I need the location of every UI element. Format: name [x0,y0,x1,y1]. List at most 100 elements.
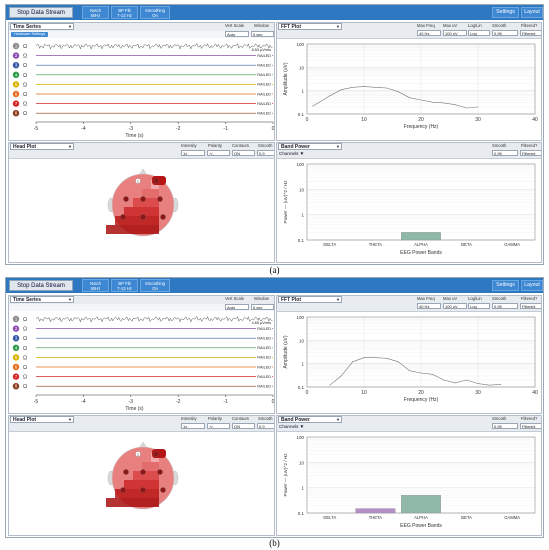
channel-badge-5 [12,354,20,361]
electrode-6 [120,487,126,493]
log-lin-select[interactable]: Log [468,30,490,36]
polarity-label: Polarity [208,143,222,148]
fft-point [386,357,388,359]
polarity-select[interactable]: +/- [207,150,230,156]
widget-header: FFT Plot ▼ Max Freq Max uV Log/Lin Smooth… [277,23,541,39]
hardware-settings-button[interactable]: Hardware Settings [11,32,49,37]
contour-step [115,489,159,498]
electrode-2 [153,178,159,184]
impedance-ohm-icon: Ω [23,317,27,323]
fft-point [500,383,502,385]
filtered-select[interactable]: Filtered [520,30,541,36]
band-power-chart: 100 10 1 0.1 DELTA THETA ALPHA BETA GAMMA EEG Pow… [283,435,536,529]
channel-badge-1 [12,315,20,323]
max-freq-select[interactable]: 40 Hz [417,303,441,309]
channel-number: 2 [15,326,18,331]
fft-point [352,86,353,88]
y-tick-label: 10 [299,338,305,343]
band-x-label: EEG Power Bands [400,250,442,256]
intensity-select[interactable]: 1x [181,150,205,156]
vert-scale-select[interactable]: Auto [225,31,249,37]
y-tick-label: 100 [296,315,304,320]
stop-data-stream-button[interactable]: Stop Data Stream [9,280,73,291]
bandpass-filter-button[interactable]: BP Filt 7-13 Hz [111,279,138,292]
band-power-dropdown[interactable]: Band Power ▼ [278,143,342,150]
window-select[interactable]: 5 sec [251,304,274,310]
fft-y-label: Amplitude (uV) [283,62,289,95]
max-uv-select[interactable]: 100 uV [443,30,467,36]
band-x-label: EEG Power Bands [400,523,442,529]
widget-header: Head Plot ▼ Intensity Polarity Contours S… [9,143,274,159]
fft-point [454,382,456,384]
filtered-select[interactable]: Filtered [520,303,541,309]
smooth-select[interactable]: 0.95 [492,30,518,36]
log-lin-select[interactable]: Log [468,303,490,309]
layout-button[interactable]: Layout [521,7,543,18]
filtered-select[interactable]: Filtered [520,150,541,156]
stop-data-stream-button[interactable]: Stop Data Stream [9,7,73,18]
channel-row: 8 Ω RAILED [12,110,273,117]
time-series-dropdown[interactable]: Time Series ▼ [10,23,74,30]
impedance-ohm-icon: Ω [23,327,27,333]
bandpass-filter-button[interactable]: BP Filt 7-13 Hz [111,6,138,19]
vert-scale-label: Vert Scale [225,296,245,301]
settings-button[interactable]: Settings [492,280,519,291]
smooth-select[interactable]: 0.9 [257,150,274,156]
fft-plot-widget: FFT Plot ▼ Max Freq Max uV Log/Lin Smooth… [276,22,542,141]
fft-point [477,383,479,384]
impedance-ohm-icon: Ω [23,384,27,390]
railed-label: RAILED [257,64,271,68]
railed-bg [256,354,272,360]
head-plot-dropdown[interactable]: Head Plot ▼ [10,143,74,150]
intensity-select[interactable]: 1x [181,423,205,429]
settings-button[interactable]: Settings [492,7,519,18]
band-label: THETA [369,515,383,520]
fft-point [420,372,422,374]
contours-select[interactable]: ON [232,423,255,429]
polarity-label: Polarity [208,416,222,421]
band-label: DELTA [323,242,336,247]
channel-row: 5 Ω RAILED [12,354,273,361]
filtered-select[interactable]: Filtered [520,423,541,429]
bp-label: BP Filt [118,8,131,13]
max-uv-label: Max uV [443,23,458,28]
y-tick-label: 1 [301,213,304,218]
channel-number: 4 [15,345,18,350]
smooth-select[interactable]: 0.95 [492,423,518,429]
smooth-label: Smooth [492,23,507,28]
channel-row: 4 Ω RAILED [12,71,273,79]
band-label: GAMMA [504,515,520,520]
notch-filter-button[interactable]: Notch 50Hz [82,279,109,292]
time-series-dropdown[interactable]: Time Series ▼ [10,296,74,303]
smoothing-button[interactable]: Smoothing On [140,279,170,292]
polarity-select[interactable]: +/- [207,423,230,429]
band-power-dropdown[interactable]: Band Power ▼ [278,416,342,423]
fft-plot-dropdown[interactable]: FFT Plot ▼ [278,23,342,30]
channels-dropdown[interactable]: Channels ▼ [279,424,305,429]
max-uv-select[interactable]: 100 uV [443,303,467,309]
smooth-select[interactable]: 0.9 [257,423,274,429]
head-plot-dropdown[interactable]: Head Plot ▼ [10,416,74,423]
notch-filter-button[interactable]: Notch 50Hz [82,6,109,19]
uvrms-readout: 4.65 μVrms [252,321,271,325]
impedance-ohm-icon: Ω [23,336,27,342]
vert-scale-select[interactable]: Auto [225,304,249,310]
fft-plot-dropdown[interactable]: FFT Plot ▼ [278,296,342,303]
y-tick-label: 0.1 [298,112,305,117]
layout-button[interactable]: Layout [521,280,543,291]
time-tick-label: 0 [272,399,275,405]
smooth-select[interactable]: 0.95 [492,150,518,156]
top-toolbar: Stop Data Stream Notch 50Hz BP Filt 7-13 H… [6,278,543,293]
contours-select[interactable]: ON [232,150,255,156]
impedance-ohm-icon: Ω [23,346,27,352]
smoothing-button[interactable]: Smoothing On [140,6,170,19]
channels-dropdown[interactable]: Channels ▼ [279,151,305,156]
max-freq-select[interactable]: 40 Hz [417,30,441,36]
window-select[interactable]: 5 sec [251,31,274,37]
smooth-select[interactable]: 0.95 [492,303,518,309]
max-uv-label: Max uV [443,296,458,301]
x-tick-label: 20 [418,117,424,123]
band-label: DELTA [323,515,336,520]
railed-bg [256,81,272,87]
